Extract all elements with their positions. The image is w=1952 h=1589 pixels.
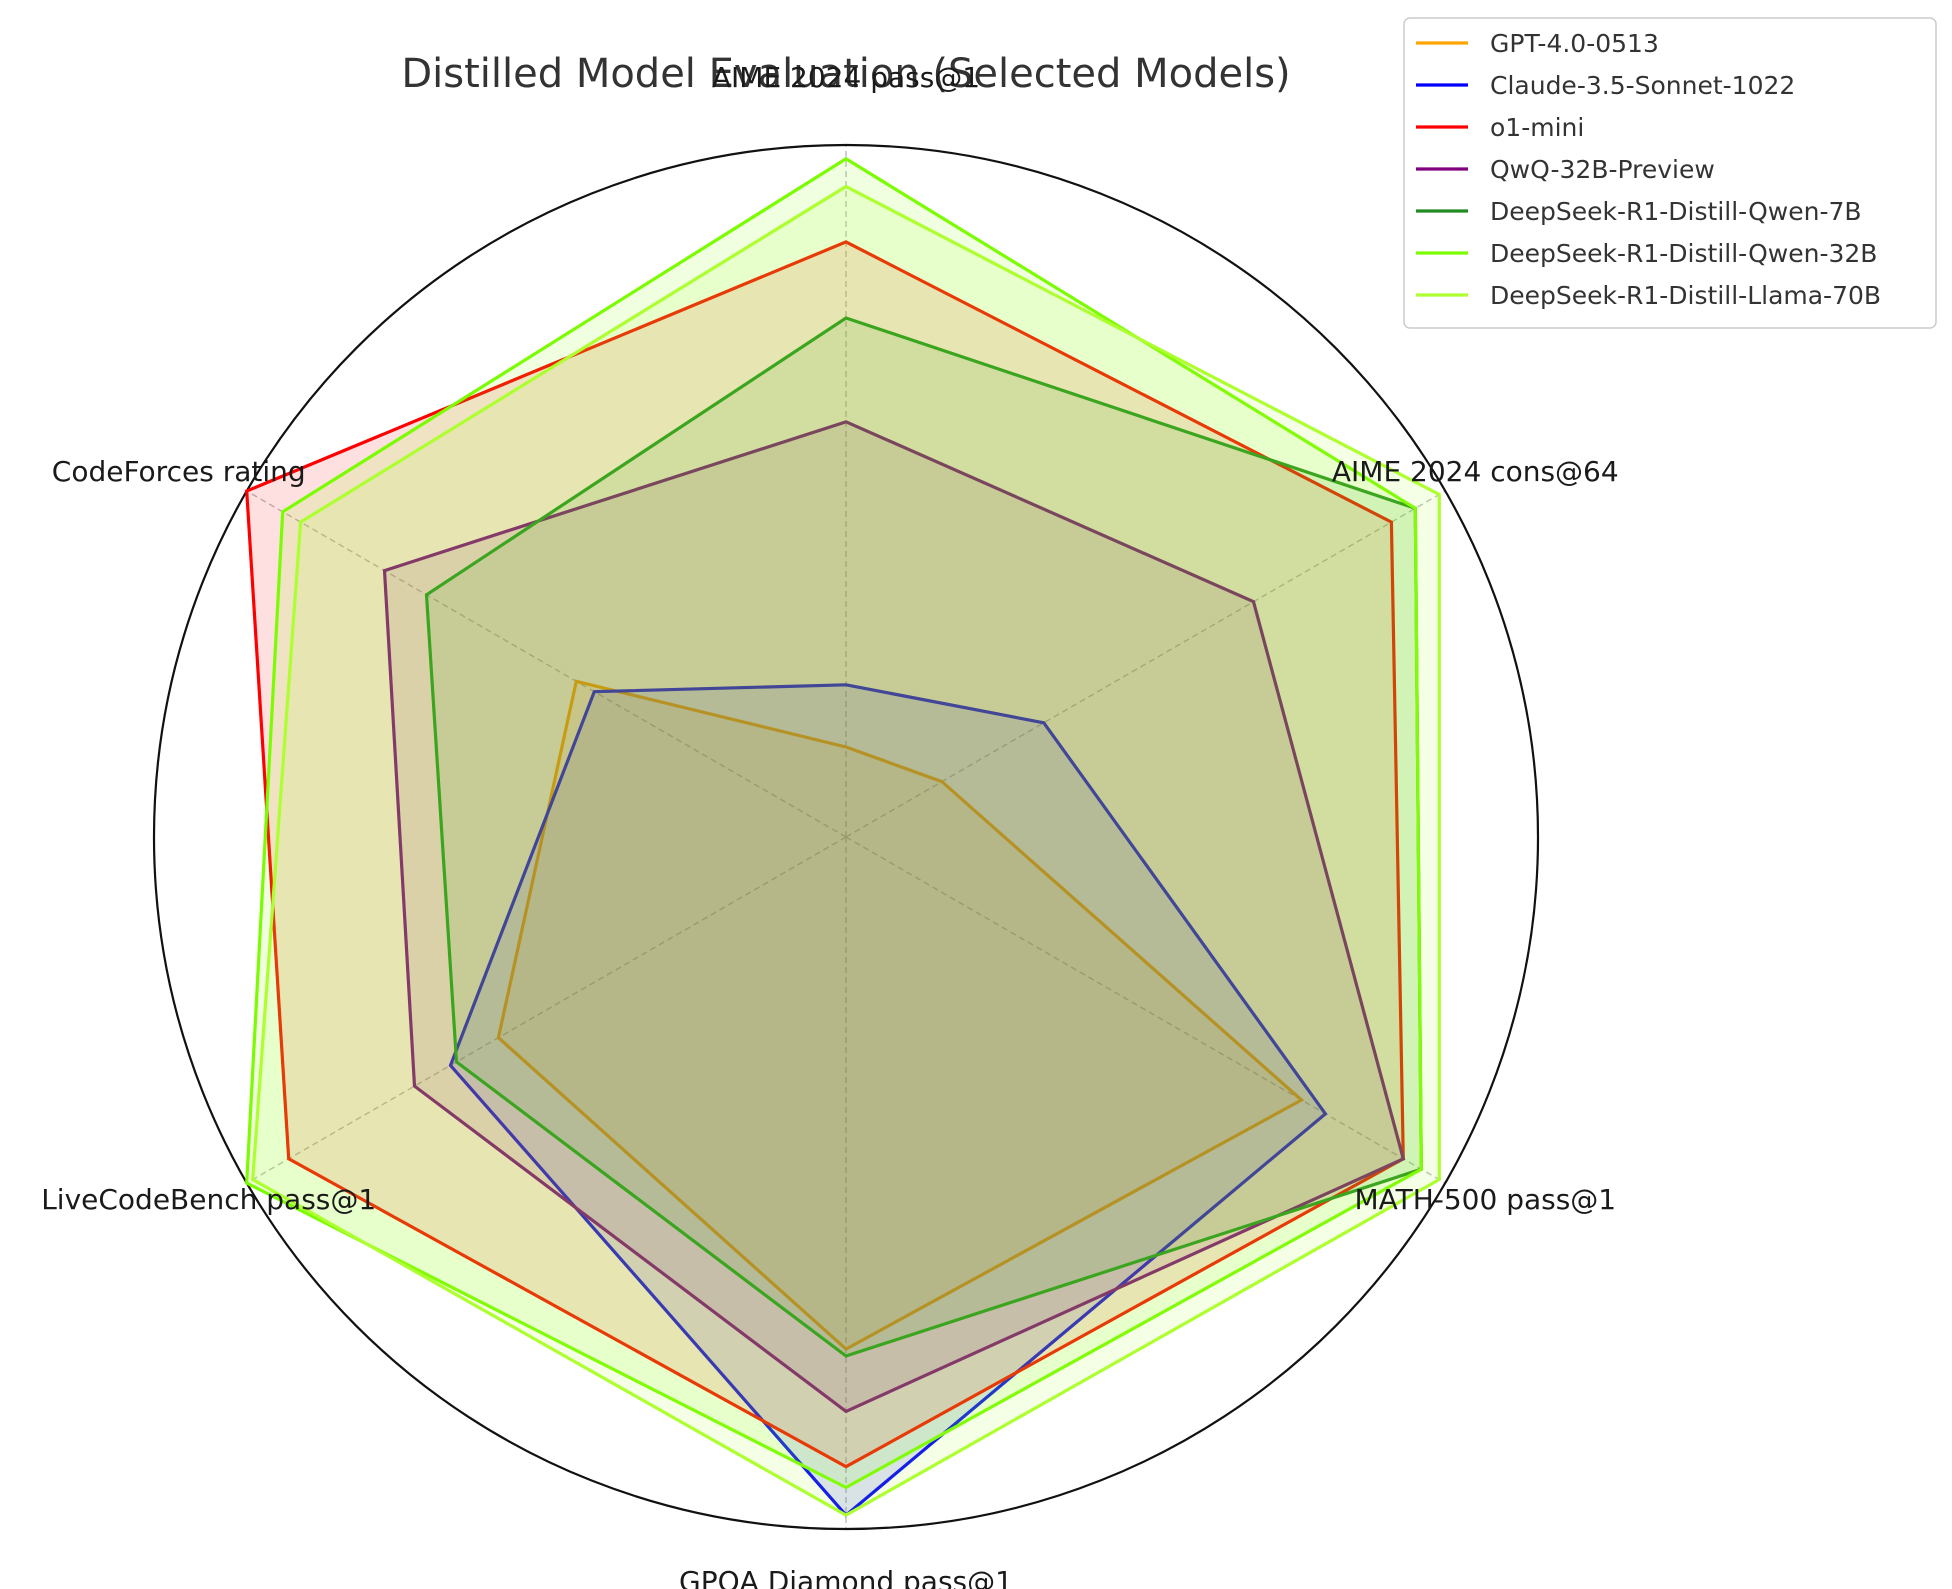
axis-label: AIME 2024 cons@64 (1332, 455, 1619, 488)
grid-spoke (246, 836, 847, 1184)
radar-grid (152, 143, 1540, 1531)
legend-label: DeepSeek-R1-Distill-Qwen-7B (1490, 197, 1862, 226)
series-o1-mini (245, 240, 1405, 1469)
series-line (245, 156, 1423, 1490)
legend-label: DeepSeek-R1-Distill-Qwen-32B (1490, 239, 1877, 268)
series-area (426, 318, 1422, 1356)
axis-label: AIME 2024 pass@1 (712, 61, 980, 94)
grid-spoke (845, 490, 1446, 838)
legend-item: DeepSeek-R1-Distill-Qwen-32B (1416, 239, 1877, 268)
grid-spoke (246, 490, 847, 838)
series-area (384, 421, 1404, 1412)
legend-item: Claude-3.5-Sonnet-1022 (1416, 71, 1795, 100)
legend-item: o1-mini (1416, 113, 1584, 142)
series-area (252, 186, 1440, 1516)
legend-item: GPT-4.0-0513 (1416, 29, 1659, 58)
series-area (246, 241, 1404, 1467)
radar-series (245, 156, 1441, 1518)
series-GPT-4.0-0513 (496, 679, 1305, 1352)
legend-item: DeepSeek-R1-Distill-Qwen-7B (1416, 197, 1862, 226)
series-area (450, 684, 1326, 1516)
legend-frame (1403, 17, 1937, 329)
axis-labels: AIME 2024 pass@1 AIME 2024 cons@64 MATH-50… (41, 61, 1618, 1589)
legend-item: QwQ-32B-Preview (1416, 155, 1715, 184)
chart-title: Distilled Model Evaluation (Selected Mod… (401, 51, 1290, 97)
legend: GPT-4.0-0513 Claude-3.5-Sonnet-1022 o1-min… (1403, 17, 1937, 329)
axis-label: GPQA Diamond pass@1 (679, 1565, 1013, 1589)
series-area (246, 158, 1422, 1488)
series-QwQ-32B-Preview (382, 420, 1406, 1414)
axis-label: LiveCodeBench pass@1 (41, 1183, 376, 1216)
series-line (382, 420, 1406, 1414)
axis-label: CodeForces rating (52, 455, 306, 488)
legend-label: o1-mini (1490, 113, 1584, 142)
legend-label: QwQ-32B-Preview (1490, 155, 1715, 184)
outer-ring (152, 143, 1540, 1531)
series-line (496, 679, 1305, 1352)
series-DeepSeek-R1-Distill-Llama-70B (251, 184, 1441, 1518)
legend-item: DeepSeek-R1-Distill-Llama-70B (1416, 281, 1881, 310)
grid-spoke (845, 836, 1446, 1184)
series-line (245, 240, 1405, 1469)
series-area (498, 681, 1302, 1350)
legend-label: GPT-4.0-0513 (1490, 29, 1659, 58)
axis-label: MATH-500 pass@1 (1354, 1183, 1616, 1216)
series-DeepSeek-R1-Distill-Qwen-32B (245, 156, 1423, 1490)
legend-label: DeepSeek-R1-Distill-Llama-70B (1490, 281, 1881, 310)
series-line (251, 184, 1441, 1518)
legend-label: Claude-3.5-Sonnet-1022 (1490, 71, 1795, 100)
